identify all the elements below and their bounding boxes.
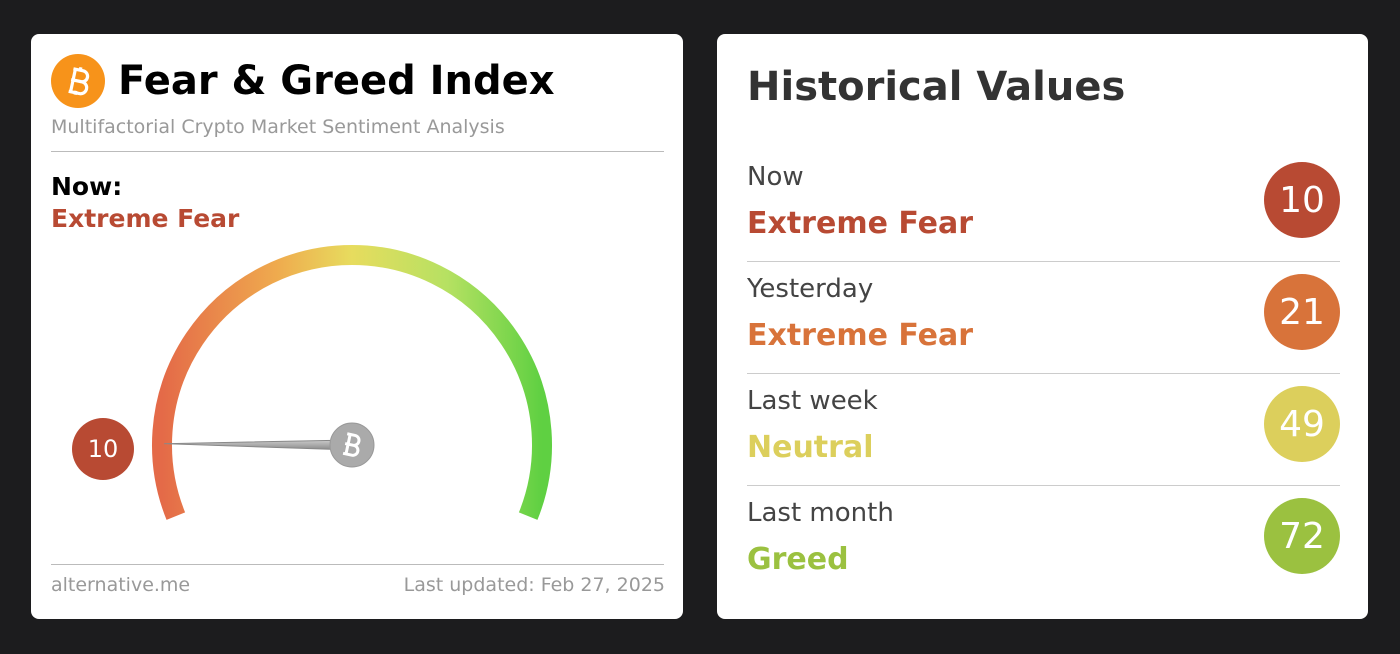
classification: Extreme Fear <box>747 318 974 353</box>
gauge-needle <box>163 439 353 451</box>
period: Last month <box>747 498 894 528</box>
title: Fear & Greed Index <box>118 58 555 104</box>
divider <box>747 373 1340 374</box>
classification: Neutral <box>747 430 874 465</box>
divider <box>747 261 1340 262</box>
source: alternative.me <box>51 574 191 596</box>
gauge-value: 10 <box>88 435 119 463</box>
gauge-arc <box>152 245 552 520</box>
divider <box>51 564 664 565</box>
period: Now <box>747 162 804 192</box>
classification: Greed <box>747 542 849 577</box>
last-updated: Last updated: Feb 27, 2025 <box>403 574 665 596</box>
now-classification: Extreme Fear <box>51 204 240 233</box>
value-circle: 10 <box>1264 162 1340 238</box>
bitcoin-icon <box>51 54 105 108</box>
value-circle: 21 <box>1264 274 1340 350</box>
subtitle: Multifactorial Crypto Market Sentiment A… <box>51 116 505 138</box>
now-label: Now: <box>51 172 123 201</box>
hub-icon <box>342 432 361 457</box>
divider <box>51 151 664 152</box>
value-badge <box>72 418 134 480</box>
index-card: Fear & Greed Index Multifactorial Crypto… <box>31 34 683 619</box>
history-card: Historical Values Now Extreme Fear 10 Yeste… <box>717 34 1368 619</box>
history-title: Historical Values <box>747 64 1126 110</box>
period: Last week <box>747 386 878 416</box>
gauge: 10 <box>72 245 552 520</box>
divider <box>747 485 1340 486</box>
value-circle: 72 <box>1264 498 1340 574</box>
period: Yesterday <box>747 274 874 304</box>
value-circle: 49 <box>1264 386 1340 462</box>
classification: Extreme Fear <box>747 206 974 241</box>
